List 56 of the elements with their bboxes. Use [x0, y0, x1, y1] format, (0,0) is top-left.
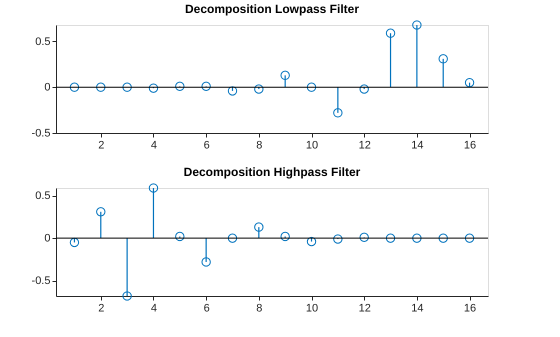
point: [148, 183, 158, 193]
point: [96, 82, 106, 92]
point: [438, 54, 448, 64]
point: [254, 222, 264, 232]
point: [70, 238, 80, 248]
point: [228, 234, 238, 243]
point: [306, 82, 316, 92]
point: [228, 86, 238, 96]
point: [122, 291, 132, 301]
point: [360, 232, 369, 242]
y-tick-label: 0: [44, 82, 50, 94]
point: [360, 84, 369, 94]
point: [412, 234, 422, 243]
point: [412, 20, 422, 30]
point: [175, 82, 184, 91]
x-tick-label: 6: [204, 302, 210, 314]
point: [201, 82, 211, 91]
x-tick-label: 12: [358, 302, 371, 314]
point: [70, 82, 80, 92]
point: [386, 28, 396, 38]
point: [333, 234, 343, 244]
point: [175, 232, 184, 242]
point: [386, 234, 396, 243]
x-tick-label: 10: [306, 302, 318, 314]
y-tick-label: -0.5: [32, 275, 50, 288]
point: [254, 84, 264, 94]
x-tick-label: 16: [464, 140, 476, 152]
point: [280, 70, 290, 80]
chart-title: Decomposition Highpass Filter: [184, 164, 361, 179]
x-tick-label: 10: [306, 140, 318, 152]
x-tick-label: 4: [150, 140, 158, 152]
x-tick-label: 8: [256, 140, 262, 152]
point: [438, 234, 448, 243]
x-tick-label: 4: [150, 302, 158, 314]
point: [464, 78, 474, 88]
x-tick-label: 2: [98, 302, 104, 314]
x-tick-label: 14: [411, 302, 424, 314]
x-tick-label: 2: [98, 140, 104, 152]
y-tick-label: 0.5: [35, 36, 50, 48]
point: [333, 108, 343, 118]
x-tick-label: 16: [464, 302, 476, 314]
y-tick-label: 0: [44, 232, 50, 245]
y-tick-label: -0.5: [32, 128, 50, 140]
x-tick-label: 6: [204, 140, 210, 152]
x-tick-label: 8: [256, 302, 262, 314]
chart-title: Decomposition Lowpass Filter: [184, 2, 360, 16]
point: [122, 82, 132, 92]
x-tick-label: 14: [411, 140, 424, 152]
x-tick-label: 12: [358, 140, 371, 152]
point: [201, 257, 211, 267]
point: [148, 83, 158, 93]
point: [280, 232, 290, 242]
y-tick-label: 0.5: [35, 190, 50, 202]
point: [306, 236, 316, 246]
point: [96, 207, 106, 216]
point: [464, 234, 474, 243]
